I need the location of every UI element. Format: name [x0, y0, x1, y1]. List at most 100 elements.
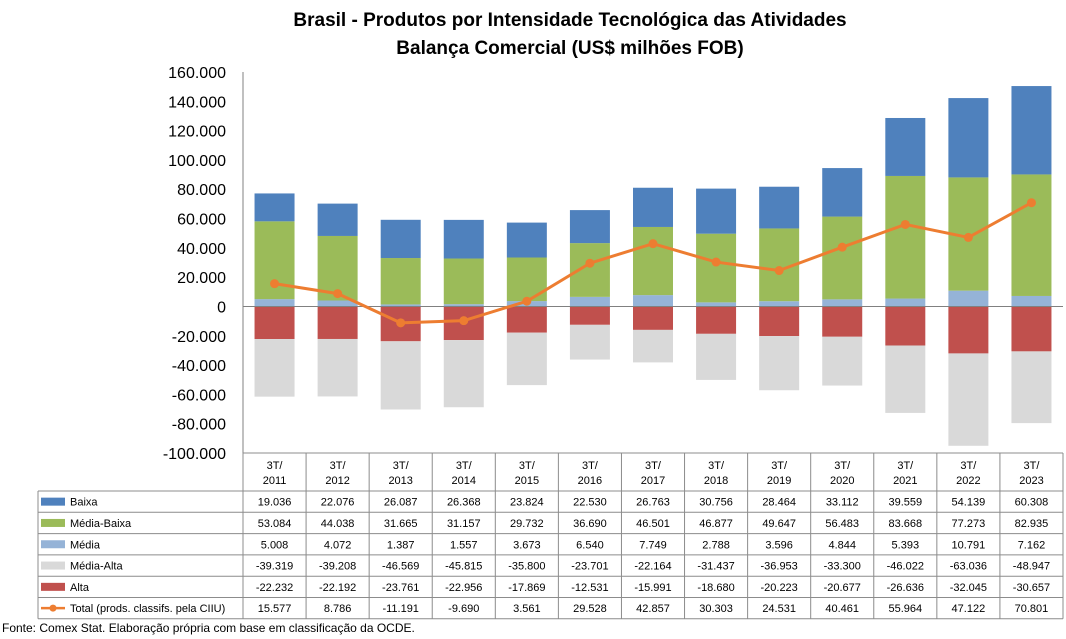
data-cell: -22.164: [634, 561, 671, 573]
category-label: 3T/: [330, 460, 347, 472]
bar-baixa: [317, 203, 358, 236]
category-label: 2023: [1019, 475, 1043, 487]
data-cell: 26.368: [447, 497, 481, 509]
category-label: 3T/: [834, 460, 851, 472]
category-label: 2020: [830, 475, 854, 487]
category-label: 3T/: [393, 460, 410, 472]
total-point: [522, 296, 532, 306]
data-cell: 36.690: [573, 518, 607, 530]
legend-key-total-marker: [49, 604, 57, 612]
bar-m-dia-alta: [254, 339, 295, 397]
total-point: [396, 318, 406, 328]
bar-m-dia-alta: [569, 324, 610, 360]
data-cell: -45.815: [445, 561, 482, 573]
bar-baixa: [254, 193, 295, 222]
data-cell: 22.530: [573, 497, 607, 509]
category-label: 2019: [767, 475, 791, 487]
data-cell: -31.437: [697, 561, 734, 573]
bar-alta: [569, 306, 610, 325]
data-cell: 60.308: [1015, 497, 1049, 509]
data-cell: 46.877: [699, 518, 733, 530]
category-label: 3T/: [708, 460, 725, 472]
data-cell: 31.665: [384, 518, 418, 530]
category-label: 3T/: [582, 460, 599, 472]
y-tick-label: -100.000: [163, 446, 226, 463]
bar-m-dia: [380, 304, 421, 307]
data-cell: 26.763: [636, 497, 670, 509]
total-point: [648, 239, 658, 249]
bar-baixa: [759, 186, 800, 229]
bar-m-dia-baixa: [633, 226, 673, 296]
data-cell: 83.668: [888, 518, 922, 530]
data-cell: -22.232: [256, 582, 293, 594]
bar-m-dia: [822, 299, 863, 307]
bar-m-dia-alta: [948, 353, 989, 446]
bar-alta: [885, 306, 926, 346]
data-cell: -26.636: [887, 582, 924, 594]
bar-m-dia: [317, 300, 358, 307]
data-cell: -46.022: [887, 561, 924, 573]
bar-m-dia-baixa: [696, 233, 737, 303]
bar-alta: [948, 306, 989, 354]
bar-m-dia-alta: [759, 336, 800, 391]
data-cell: 47.122: [952, 603, 986, 615]
data-cell: 31.157: [447, 518, 481, 530]
data-cell: -17.869: [508, 582, 545, 594]
data-cell: -23.761: [382, 582, 419, 594]
category-label: 2021: [893, 475, 917, 487]
bar-baixa: [822, 168, 863, 217]
legend-label: Média: [70, 539, 101, 551]
category-label: 2017: [641, 475, 665, 487]
category-label: 3T/: [456, 460, 473, 472]
data-cell: -22.956: [445, 582, 482, 594]
data-cell: -63.036: [950, 561, 987, 573]
total-point: [774, 266, 784, 276]
y-tick-label: -40.000: [172, 358, 226, 375]
bar-baixa: [948, 98, 989, 178]
bar-m-dia-alta: [633, 329, 673, 363]
bar-baixa: [1011, 86, 1052, 175]
category-label: 3T/: [771, 460, 788, 472]
data-cell: 7.162: [1018, 539, 1046, 551]
bar-alta: [1011, 306, 1052, 352]
bar-m-dia-alta: [696, 333, 737, 380]
category-label: 2016: [578, 475, 602, 487]
y-tick-label: 60.000: [177, 212, 226, 229]
data-cell: 26.087: [384, 497, 418, 509]
data-cell: 7.749: [639, 539, 667, 551]
total-point: [585, 258, 595, 268]
bar-m-dia-alta: [317, 338, 358, 397]
total-point: [270, 279, 280, 289]
data-cell: -39.208: [319, 561, 356, 573]
legend-label: Baixa: [70, 497, 98, 509]
legend-key-m-dia: [41, 540, 65, 549]
bar-baixa: [696, 188, 737, 234]
data-cell: -23.701: [571, 561, 608, 573]
bar-m-dia-alta: [885, 345, 926, 413]
data-cell: -35.800: [508, 561, 545, 573]
data-cell: 39.559: [888, 497, 922, 509]
total-point: [900, 219, 910, 229]
legend-key-m-dia-alta: [41, 561, 65, 570]
category-label: 3T/: [897, 460, 914, 472]
data-cell: 5.008: [261, 539, 289, 551]
data-cell: 30.303: [699, 603, 733, 615]
data-cell: -46.569: [382, 561, 419, 573]
data-cell: 1.557: [450, 539, 478, 551]
total-point: [459, 316, 469, 326]
bar-m-dia: [948, 290, 989, 307]
total-point: [711, 257, 721, 267]
legend-label: Média-Alta: [70, 561, 123, 573]
data-cell: 4.072: [324, 539, 352, 551]
bar-m-dia: [1011, 295, 1052, 307]
y-tick-label: -20.000: [172, 329, 226, 346]
data-cell: 29.528: [573, 603, 607, 615]
y-tick-label: 120.000: [168, 124, 226, 141]
data-cell: 19.036: [258, 497, 292, 509]
data-cell: -20.677: [824, 582, 861, 594]
bar-m-dia: [885, 298, 926, 307]
bar-m-dia: [633, 295, 673, 307]
y-tick-label: 0: [217, 299, 226, 316]
bar-m-dia-baixa: [885, 175, 926, 299]
